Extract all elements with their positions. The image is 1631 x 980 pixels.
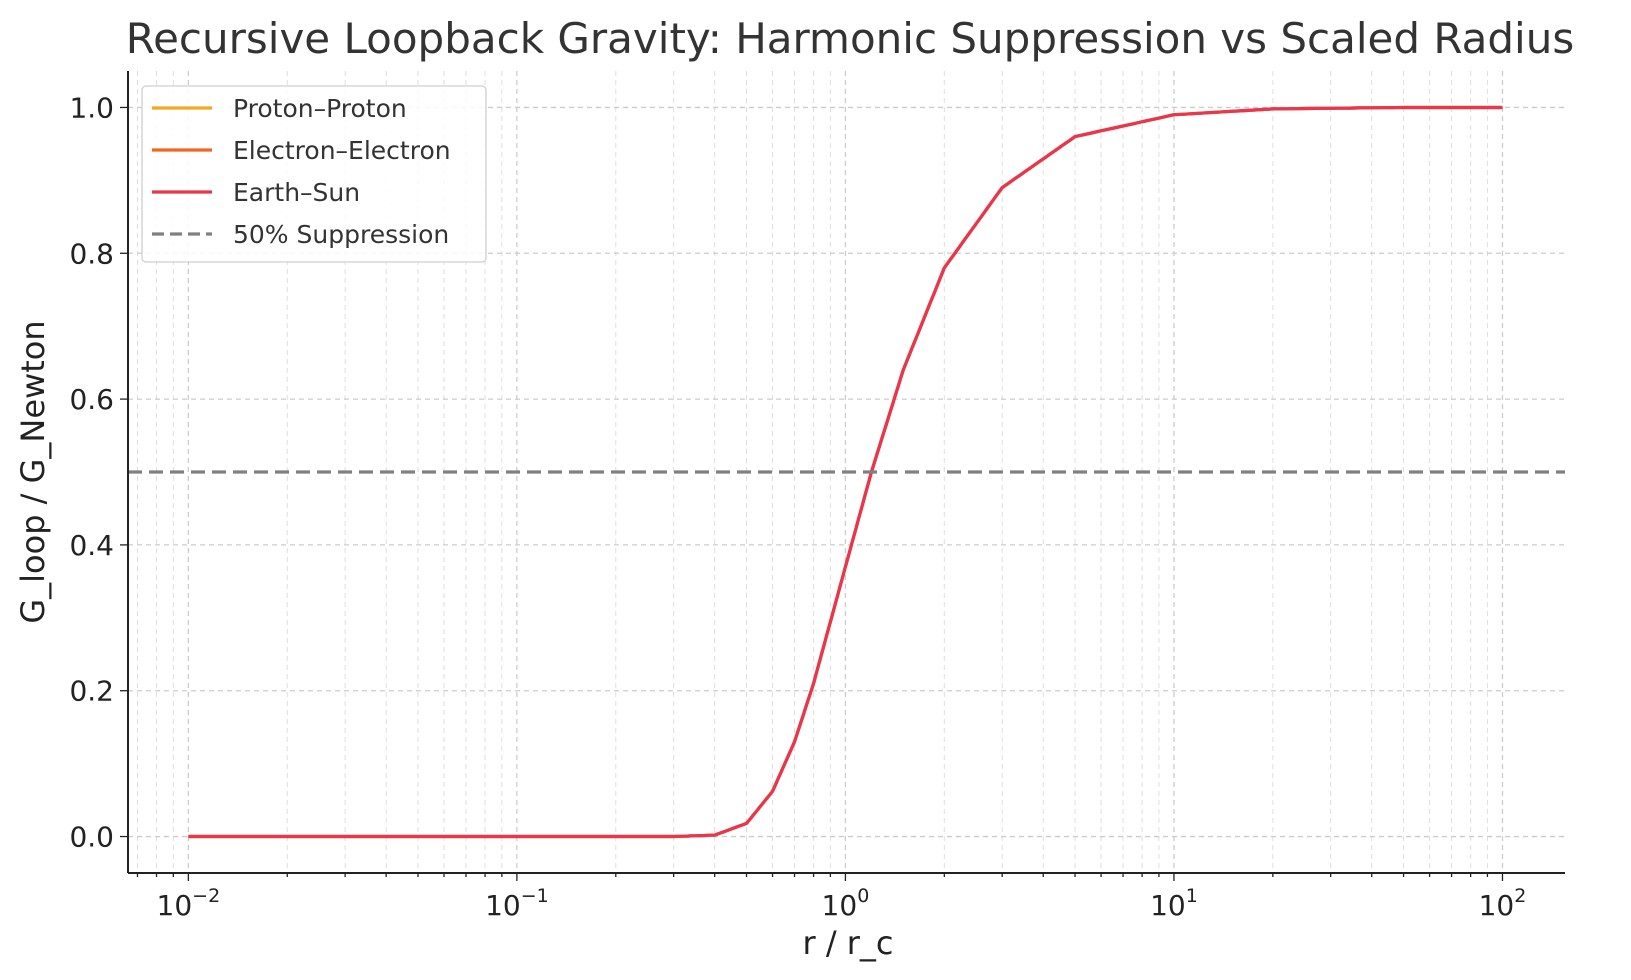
legend-label: Proton–Proton xyxy=(233,94,407,123)
legend: Proton–Proton Electron–Electron Earth–Sun 5… xyxy=(141,85,487,263)
legend-box xyxy=(141,85,487,263)
tick-labels: 0.0 0.2 0.4 0.6 0.8 1.0 10−2 10−1 100 101 102 xyxy=(69,91,1526,922)
x-tick-label: 101 xyxy=(1150,885,1198,922)
y-tick-label: 0.8 xyxy=(69,237,114,270)
y-tick-label: 0.4 xyxy=(69,529,114,562)
y-tick-label: 0.6 xyxy=(69,383,114,416)
y-axis-label: G_loop / G_Newton xyxy=(14,320,52,623)
x-tick-label: 102 xyxy=(1479,885,1527,922)
x-tick-label: 10−2 xyxy=(157,885,221,922)
y-tick-label: 0.2 xyxy=(69,675,114,708)
legend-label: Earth–Sun xyxy=(233,178,360,207)
legend-label: 50% Suppression xyxy=(233,220,449,249)
axes xyxy=(120,71,1565,881)
series-line-earth-sun xyxy=(188,105,1503,839)
y-tick-label: 0.0 xyxy=(69,821,114,854)
chart-title: Recursive Loopback Gravity: Harmonic Sup… xyxy=(126,14,1574,63)
y-tick-label: 1.0 xyxy=(69,91,114,124)
x-axis-label: r / r_c xyxy=(802,924,893,962)
x-tick-label: 100 xyxy=(822,885,870,922)
legend-label: Electron–Electron xyxy=(233,136,451,165)
x-tick-label: 10−1 xyxy=(485,885,549,922)
series-layer xyxy=(128,105,1565,839)
